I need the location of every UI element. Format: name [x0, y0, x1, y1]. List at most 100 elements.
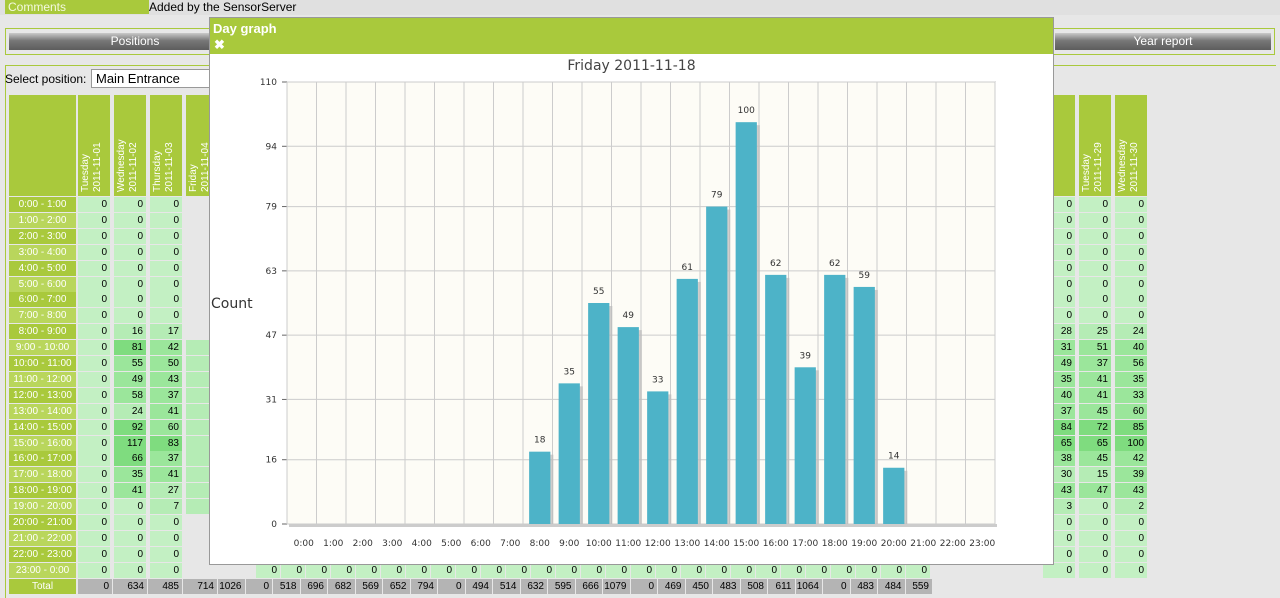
- x-tick-label: 16:00: [763, 539, 789, 549]
- table-cell: 0: [1079, 308, 1111, 324]
- row-label: 11:00 - 12:00: [9, 371, 76, 387]
- table-cell: 0: [406, 563, 430, 578]
- row-label: 3:00 - 4:00: [9, 244, 76, 260]
- close-icon[interactable]: ✖: [214, 37, 225, 52]
- row-label: 2:00 - 3:00: [9, 228, 76, 244]
- table-cell: 0: [78, 356, 110, 371]
- bar: [883, 467, 905, 524]
- table-cell: 47: [1079, 483, 1111, 499]
- row-label: 10:00 - 11:00: [9, 356, 76, 371]
- x-tick-label: 14:00: [704, 539, 730, 549]
- x-tick-label: 6:00: [471, 539, 491, 549]
- table-cell: 0: [78, 403, 110, 419]
- total-cell: 632: [520, 579, 547, 594]
- table-cell: 16: [114, 324, 146, 340]
- tab-year-report[interactable]: Year report: [1055, 33, 1271, 50]
- table-cell: 0: [1079, 546, 1111, 562]
- table-cell: 49: [114, 371, 146, 387]
- x-tick-label: 4:00: [412, 539, 432, 549]
- table-cell: 0: [78, 387, 110, 403]
- y-tick-label: 63: [266, 267, 277, 277]
- table-cell: 0: [150, 197, 182, 212]
- table-cell: 56: [1115, 356, 1147, 371]
- table-cell: 0: [78, 499, 110, 515]
- table-cell: 0: [150, 228, 182, 244]
- table-cell: 0: [114, 499, 146, 515]
- column-header: Thursday 2011-11-03: [150, 95, 182, 196]
- table-cell: 0: [1115, 197, 1147, 212]
- column-date-label: Tuesday 2011-11-01: [80, 142, 103, 192]
- tab-positions[interactable]: Positions: [9, 33, 261, 50]
- table-cell: 0: [331, 563, 355, 578]
- table-cell: 0: [150, 276, 182, 292]
- x-tick-label: 2:00: [353, 539, 373, 549]
- total-cell: 484: [878, 579, 905, 594]
- total-cell: 450: [685, 579, 712, 594]
- day-bar-chart: 0 16 31 47 63 79 94 110 0:00 1:00 2:00 3:00 4:00 5:00…: [260, 78, 997, 549]
- table-cell: 0: [78, 435, 110, 451]
- table-cell: 0: [281, 563, 305, 578]
- x-tick-label: 12:00: [645, 539, 671, 549]
- table-cell: 0: [1079, 499, 1111, 515]
- x-tick-label: 22:00: [940, 539, 966, 549]
- table-cell: 0: [681, 563, 705, 578]
- total-cell: 518: [273, 579, 300, 594]
- position-select[interactable]: Main Entrance: [91, 69, 211, 88]
- column-header: Wednesday 2011-11-30: [1115, 95, 1147, 196]
- table-cell: 0: [78, 371, 110, 387]
- total-cell: 794: [410, 579, 437, 594]
- table-cell: 40: [1115, 340, 1147, 356]
- table-cell: 24: [1115, 324, 1147, 340]
- table-cell: 0: [1115, 562, 1147, 578]
- table-cell: 39: [1115, 467, 1147, 483]
- bar: [647, 391, 669, 524]
- x-tick-label: 19:00: [851, 539, 877, 549]
- table-cell: 60: [1115, 403, 1147, 419]
- bar-value-label: 62: [829, 259, 840, 269]
- row-label: 17:00 - 18:00: [9, 467, 76, 483]
- table-cell: 37: [150, 451, 182, 467]
- total-cell: 682: [328, 579, 355, 594]
- x-tick-label: 8:00: [530, 539, 550, 549]
- table-cell: 0: [78, 483, 110, 499]
- table-cell: 35: [114, 467, 146, 483]
- table-cell: 41: [150, 403, 182, 419]
- table-cell: 0: [1079, 530, 1111, 546]
- table-cell: 0: [356, 563, 380, 578]
- table-cell: 0: [78, 467, 110, 483]
- table-cell: 0: [78, 212, 110, 228]
- table-cell: 0: [150, 515, 182, 530]
- total-cell: 1079: [603, 579, 630, 594]
- bar-value-label: 100: [738, 106, 755, 116]
- table-cell: 42: [1115, 451, 1147, 467]
- table-cell: 0: [556, 563, 580, 578]
- total-cell: 0: [438, 579, 465, 594]
- table-cell: 0: [631, 563, 655, 578]
- bar-value-label: 55: [593, 287, 604, 297]
- table-cell: 0: [78, 197, 110, 212]
- row-label: 16:00 - 17:00: [9, 451, 76, 467]
- plot-shadow: [289, 524, 997, 527]
- table-cell: 0: [606, 563, 630, 578]
- row-label: 19:00 - 20:00: [9, 499, 76, 515]
- table-cell: 0: [531, 563, 555, 578]
- table-cell: 0: [150, 308, 182, 324]
- table-cell: 35: [1115, 371, 1147, 387]
- total-cell: 1026: [218, 579, 245, 594]
- row-label: 4:00 - 5:00: [9, 260, 76, 276]
- table-cell: 0: [78, 451, 110, 467]
- table-cell: 66: [114, 451, 146, 467]
- table-cell: 0: [1079, 212, 1111, 228]
- table-cell: 0: [78, 530, 110, 546]
- dialog-title: Day graph: [213, 21, 277, 36]
- bar-value-label: 59: [859, 271, 871, 281]
- x-tick-label: 9:00: [559, 539, 579, 549]
- table-cell: 0: [114, 244, 146, 260]
- table-cell: 0: [256, 563, 280, 578]
- table-cell: 33: [1115, 387, 1147, 403]
- table-cell: 7: [150, 499, 182, 515]
- table-cell: 0: [856, 563, 880, 578]
- select-position-label: Select position:: [5, 72, 87, 86]
- table-cell: 0: [78, 228, 110, 244]
- x-tick-label: 3:00: [382, 539, 402, 549]
